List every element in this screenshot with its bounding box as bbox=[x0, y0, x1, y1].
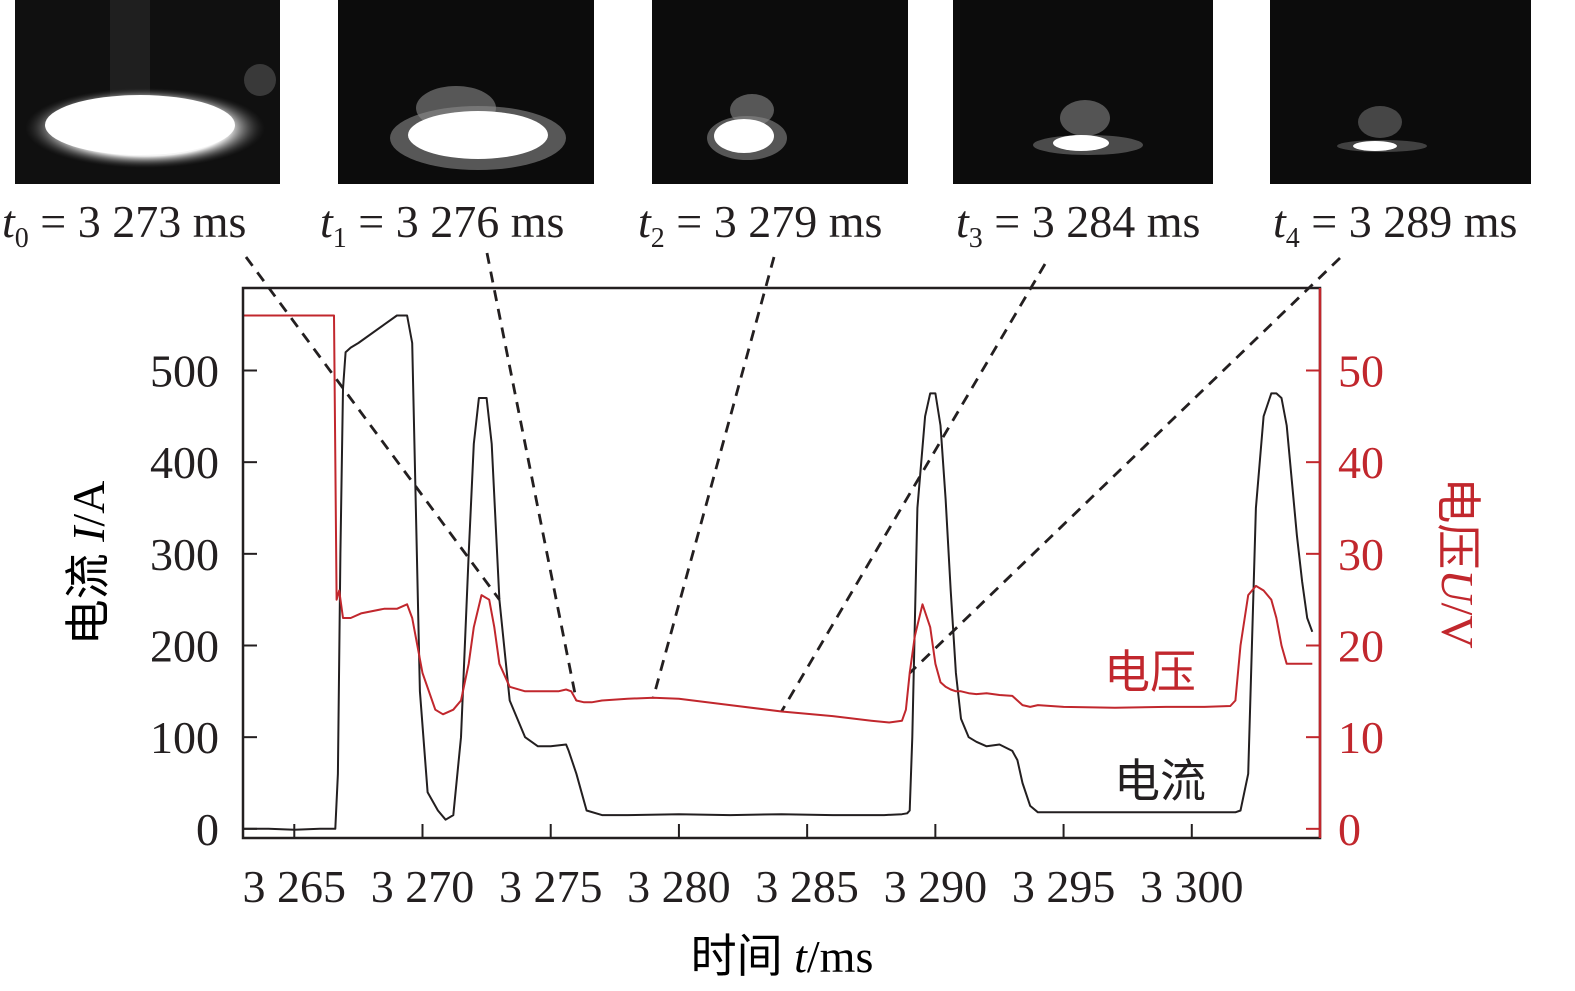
time-subscript: 2 bbox=[650, 223, 665, 254]
frame-connector-line bbox=[651, 256, 776, 699]
x-axis-label: 时间 t/ms bbox=[691, 931, 874, 982]
y2-tick-label: 40 bbox=[1338, 437, 1384, 488]
time-value: = 3 273 ms bbox=[28, 196, 247, 247]
frame-image-t3 bbox=[953, 0, 1213, 184]
time-subscript: 1 bbox=[332, 223, 347, 254]
time-value: = 3 289 ms bbox=[1299, 196, 1518, 247]
frame-connector-line bbox=[908, 256, 1341, 675]
time-subscript: 4 bbox=[1285, 223, 1300, 254]
y-tick-label: 0 bbox=[196, 804, 219, 855]
frame-image-t2 bbox=[652, 0, 908, 184]
y-tick-label: 300 bbox=[150, 529, 219, 580]
frame-caption-t3: t3 = 3 284 ms bbox=[956, 198, 1200, 263]
current-annotation: 电流 bbox=[1114, 756, 1206, 807]
welding-arc-image bbox=[15, 0, 280, 184]
time-value: = 3 276 ms bbox=[346, 196, 565, 247]
welding-arc-image bbox=[338, 0, 594, 184]
x-tick-label: 3 265 bbox=[243, 861, 347, 912]
time-value: = 3 284 ms bbox=[982, 196, 1201, 247]
time-subscript: 0 bbox=[14, 223, 29, 254]
x-tick-label: 3 295 bbox=[1012, 861, 1116, 912]
y-axis-label-prefix: 电流 bbox=[63, 542, 114, 646]
x-tick-label: 3 280 bbox=[627, 861, 731, 912]
x-tick-label: 3 290 bbox=[884, 861, 988, 912]
voltage-annotation: 电压 bbox=[1104, 647, 1196, 698]
y2-tick-label: 30 bbox=[1338, 529, 1384, 580]
frame-image-t0 bbox=[15, 0, 280, 184]
y2-axis-label-unit: /V bbox=[1432, 603, 1483, 649]
frame-connector-lines bbox=[244, 252, 1341, 713]
y2-tick-label: 0 bbox=[1338, 804, 1361, 855]
x-tick-label: 3 270 bbox=[371, 861, 475, 912]
axis-ticks: 3 265 3 270 3 275 3 280 3 285 3 290 3 295 3 300… bbox=[150, 346, 1384, 913]
x-tick-label: 3 285 bbox=[755, 861, 859, 912]
time-subscript: 3 bbox=[968, 223, 983, 254]
y2-tick-label: 50 bbox=[1338, 346, 1384, 397]
frame-image-t4 bbox=[1270, 0, 1531, 184]
y-tick-label: 100 bbox=[150, 712, 219, 763]
y2-axis-label-var: U bbox=[1432, 569, 1483, 605]
x-tick-label: 3 300 bbox=[1140, 861, 1244, 912]
y2-tick-label: 10 bbox=[1338, 712, 1384, 763]
y2-axis-label: 电压U/V bbox=[1432, 477, 1483, 648]
frame-image-t1 bbox=[338, 0, 594, 184]
x-axis-label-var: t bbox=[794, 931, 808, 982]
y-tick-label: 500 bbox=[150, 346, 219, 397]
x-tick-label: 3 275 bbox=[499, 861, 603, 912]
current-series-line bbox=[243, 314, 1314, 831]
series-layer bbox=[243, 314, 1314, 831]
time-variable: t bbox=[1273, 196, 1286, 247]
y2-tick-label: 20 bbox=[1338, 621, 1384, 672]
frame-caption-t0: t0 = 3 273 ms bbox=[2, 198, 246, 263]
y-axis-label-unit: /A bbox=[63, 481, 114, 527]
welding-arc-image bbox=[953, 0, 1213, 184]
frame-caption-t4: t4 = 3 289 ms bbox=[1273, 198, 1517, 263]
y-tick-label: 400 bbox=[150, 437, 219, 488]
time-variable: t bbox=[956, 196, 969, 247]
y-tick-label: 200 bbox=[150, 621, 219, 672]
frame-connector-line bbox=[244, 256, 501, 601]
y2-axis-label-prefix: 电压 bbox=[1432, 477, 1483, 569]
time-variable: t bbox=[2, 196, 15, 247]
voltage-series-line bbox=[243, 314, 1313, 724]
x-axis-label-unit: /ms bbox=[807, 931, 873, 982]
y-axis-label: 电流 I/A bbox=[63, 481, 114, 646]
welding-arc-image bbox=[652, 0, 908, 184]
frame-connector-line bbox=[780, 263, 1047, 713]
welding-arc-image bbox=[1270, 0, 1531, 184]
time-variable: t bbox=[320, 196, 333, 247]
time-value: = 3 279 ms bbox=[664, 196, 883, 247]
frame-caption-t1: t1 = 3 276 ms bbox=[320, 198, 564, 263]
x-axis-label-prefix: 时间 bbox=[691, 931, 795, 982]
time-variable: t bbox=[638, 196, 651, 247]
frame-connector-line bbox=[485, 252, 578, 701]
frame-caption-t2: t2 = 3 279 ms bbox=[638, 198, 882, 263]
y-axis-label-var: I bbox=[63, 524, 114, 543]
